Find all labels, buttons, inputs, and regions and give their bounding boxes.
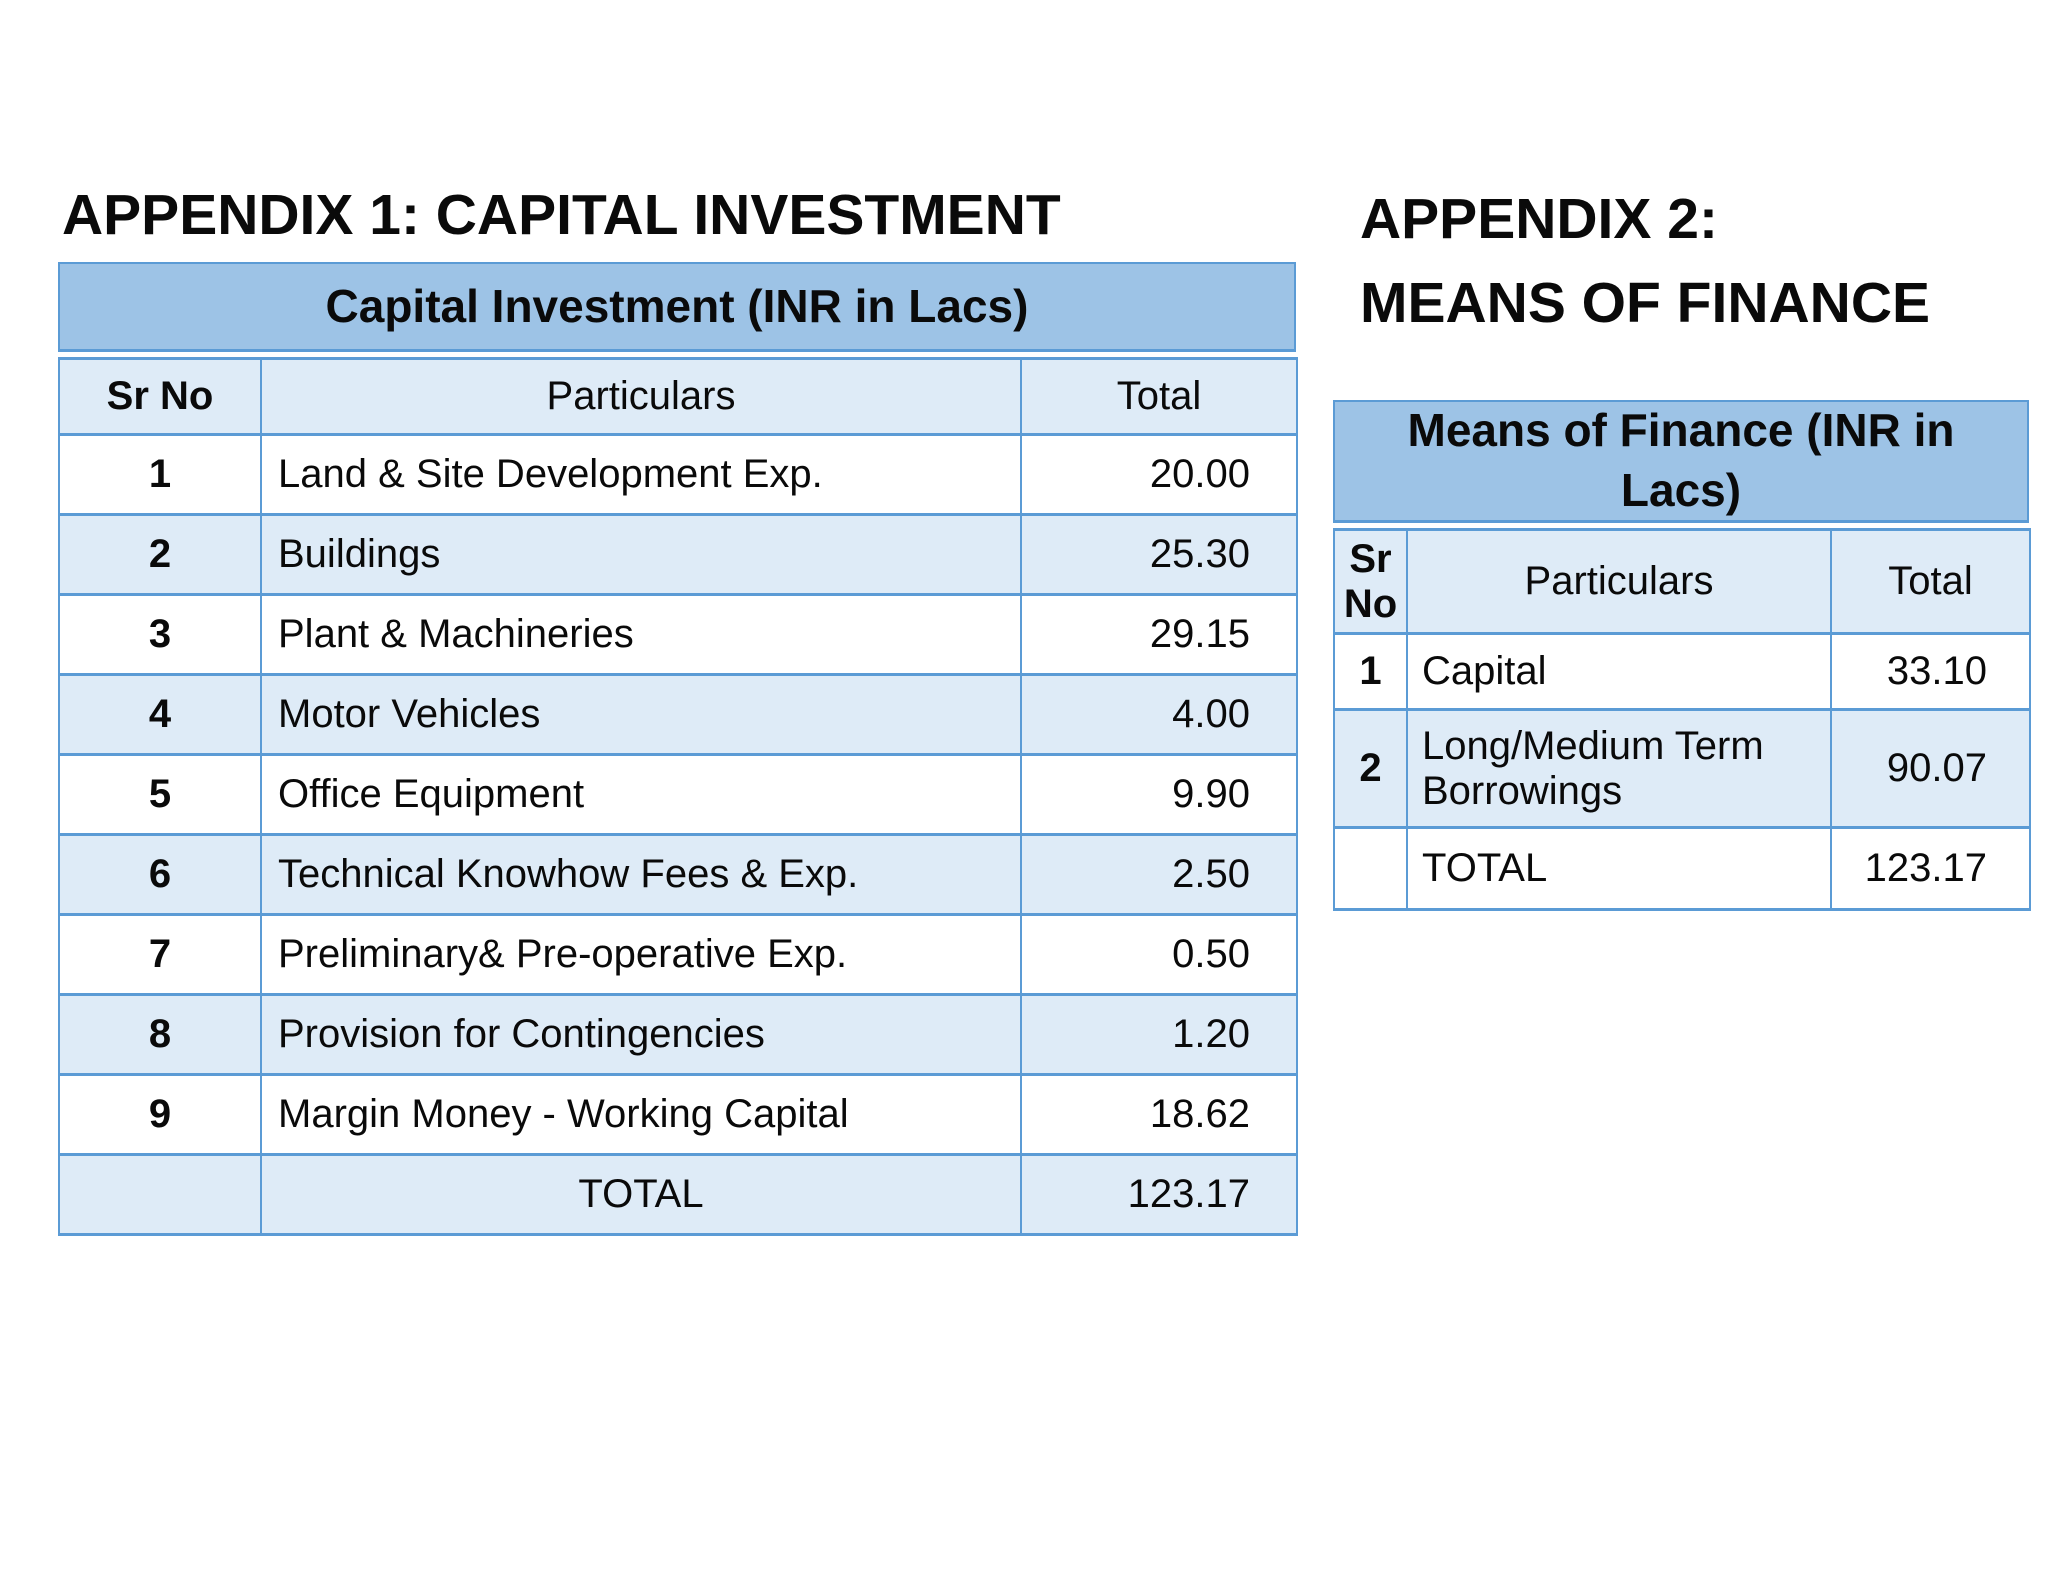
table-header-row: Sr No Particulars Total (58, 357, 1298, 436)
row-total: 9.90 (1020, 753, 1298, 836)
row-total: 90.07 (1830, 708, 2031, 829)
table-row: 9 Margin Money - Working Capital 18.62 (58, 1073, 1298, 1156)
row-particulars: Preliminary& Pre-operative Exp. (260, 913, 1022, 996)
total-row-value: 123.17 (1020, 1153, 1298, 1236)
col-header-total: Total (1020, 357, 1298, 436)
total-row-label: TOTAL (260, 1153, 1022, 1236)
table-row: 6 Technical Knowhow Fees & Exp. 2.50 (58, 833, 1298, 916)
col-header-sr-no: Sr No (1333, 528, 1408, 635)
table-row: 2 Buildings 25.30 (58, 513, 1298, 596)
col-header-particulars: Particulars (1406, 528, 1832, 635)
total-row-value: 123.17 (1830, 826, 2031, 911)
row-total: 20.00 (1020, 433, 1298, 516)
col-header-total: Total (1830, 528, 2031, 635)
total-row-label: TOTAL (1406, 826, 1832, 911)
row-total: 33.10 (1830, 632, 2031, 711)
row-sr: 1 (1333, 632, 1408, 711)
row-sr: 5 (58, 753, 262, 836)
row-sr: 9 (58, 1073, 262, 1156)
table-row: 5 Office Equipment 9.90 (58, 753, 1298, 836)
row-particulars: Capital (1406, 632, 1832, 711)
table-row: 3 Plant & Machineries 29.15 (58, 593, 1298, 676)
appendix2-heading-line1: APPENDIX 2: (1360, 187, 1718, 251)
row-sr: 8 (58, 993, 262, 1076)
table-row: 4 Motor Vehicles 4.00 (58, 673, 1298, 756)
capital-investment-table-title: Capital Investment (INR in Lacs) (58, 262, 1296, 352)
table-row: 7 Preliminary& Pre-operative Exp. 0.50 (58, 913, 1298, 996)
col-header-particulars: Particulars (260, 357, 1022, 436)
row-particulars: Long/Medium Term Borrowings (1406, 708, 1832, 829)
row-particulars: Technical Knowhow Fees & Exp. (260, 833, 1022, 916)
table-row: 1 Capital 33.10 (1333, 632, 2031, 711)
row-sr: 1 (58, 433, 262, 516)
table-total-row: TOTAL 123.17 (1333, 826, 2031, 911)
row-total: 4.00 (1020, 673, 1298, 756)
row-sr: 7 (58, 913, 262, 996)
row-sr: 3 (58, 593, 262, 676)
means-of-finance-table-title: Means of Finance (INR in Lacs) (1333, 400, 2029, 523)
table-row: 2 Long/Medium Term Borrowings 90.07 (1333, 708, 2031, 829)
row-total: 18.62 (1020, 1073, 1298, 1156)
row-sr: 2 (1333, 708, 1408, 829)
appendix1-heading: APPENDIX 1: CAPITAL INVESTMENT (62, 183, 1061, 247)
row-total: 0.50 (1020, 913, 1298, 996)
row-total: 25.30 (1020, 513, 1298, 596)
appendix2-heading: APPENDIX 2: MEANS OF FINANCE (1360, 177, 1930, 345)
row-particulars: Buildings (260, 513, 1022, 596)
row-particulars: Land & Site Development Exp. (260, 433, 1022, 516)
total-row-sr-empty (58, 1153, 262, 1236)
row-sr: 2 (58, 513, 262, 596)
table-row: 1 Land & Site Development Exp. 20.00 (58, 433, 1298, 516)
appendix2-heading-line2: MEANS OF FINANCE (1360, 271, 1930, 335)
col-header-sr-no: Sr No (58, 357, 262, 436)
capital-investment-table: Capital Investment (INR in Lacs) Sr No P… (58, 262, 1298, 1236)
means-of-finance-table: Means of Finance (INR in Lacs) Sr No Par… (1333, 400, 2031, 911)
row-total: 29.15 (1020, 593, 1298, 676)
row-particulars: Motor Vehicles (260, 673, 1022, 756)
row-particulars: Office Equipment (260, 753, 1022, 836)
means-of-finance-grid: Sr No Particulars Total 1 Capital 33.10 … (1333, 528, 2031, 911)
row-sr: 6 (58, 833, 262, 916)
row-total: 1.20 (1020, 993, 1298, 1076)
total-row-sr-empty (1333, 826, 1408, 911)
row-sr: 4 (58, 673, 262, 756)
row-particulars: Margin Money - Working Capital (260, 1073, 1022, 1156)
row-total: 2.50 (1020, 833, 1298, 916)
capital-investment-grid: Sr No Particulars Total 1 Land & Site De… (58, 357, 1298, 1236)
table-total-row: TOTAL 123.17 (58, 1153, 1298, 1236)
table-row: 8 Provision for Contingencies 1.20 (58, 993, 1298, 1076)
table-header-row: Sr No Particulars Total (1333, 528, 2031, 635)
row-particulars: Plant & Machineries (260, 593, 1022, 676)
row-particulars: Provision for Contingencies (260, 993, 1022, 1076)
